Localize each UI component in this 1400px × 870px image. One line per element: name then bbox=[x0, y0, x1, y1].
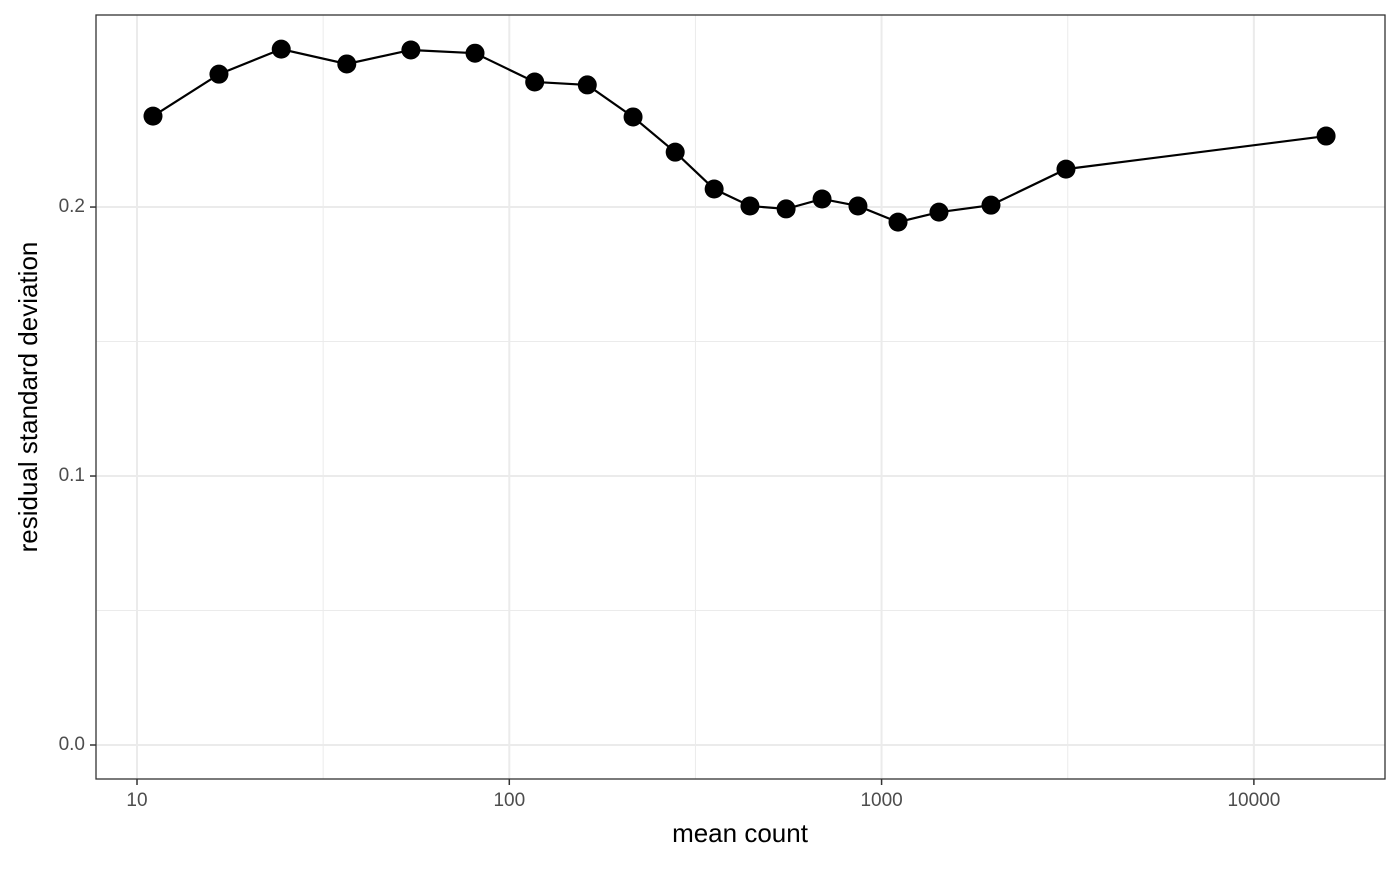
y-tick-label: 0.0 bbox=[59, 734, 85, 755]
x-tick-label: 10000 bbox=[1227, 790, 1280, 811]
x-tick-label: 10 bbox=[126, 790, 147, 811]
point bbox=[704, 179, 724, 199]
point bbox=[1316, 126, 1336, 146]
y-tick-label: 0.2 bbox=[59, 196, 85, 217]
panel-border bbox=[95, 14, 1386, 780]
point bbox=[888, 212, 908, 232]
y-axis-title: residual standard deviation bbox=[13, 242, 43, 553]
point bbox=[981, 195, 1001, 215]
point bbox=[848, 196, 868, 216]
x-tick-label: 100 bbox=[493, 790, 525, 811]
point bbox=[271, 39, 291, 59]
point bbox=[740, 196, 760, 216]
point bbox=[401, 40, 421, 60]
point bbox=[465, 43, 485, 63]
x-tick-label: 1000 bbox=[860, 790, 902, 811]
point bbox=[623, 107, 643, 127]
line bbox=[152, 48, 1327, 224]
point bbox=[525, 72, 545, 92]
point bbox=[337, 54, 357, 74]
point bbox=[665, 142, 685, 162]
point bbox=[209, 64, 229, 84]
x-axis-title: mean count bbox=[672, 818, 809, 848]
point bbox=[776, 199, 796, 219]
point bbox=[577, 75, 597, 95]
point bbox=[1056, 159, 1076, 179]
point bbox=[143, 106, 163, 126]
point bbox=[929, 202, 949, 222]
y-tick-label: 0.1 bbox=[59, 465, 85, 486]
point bbox=[812, 189, 832, 209]
